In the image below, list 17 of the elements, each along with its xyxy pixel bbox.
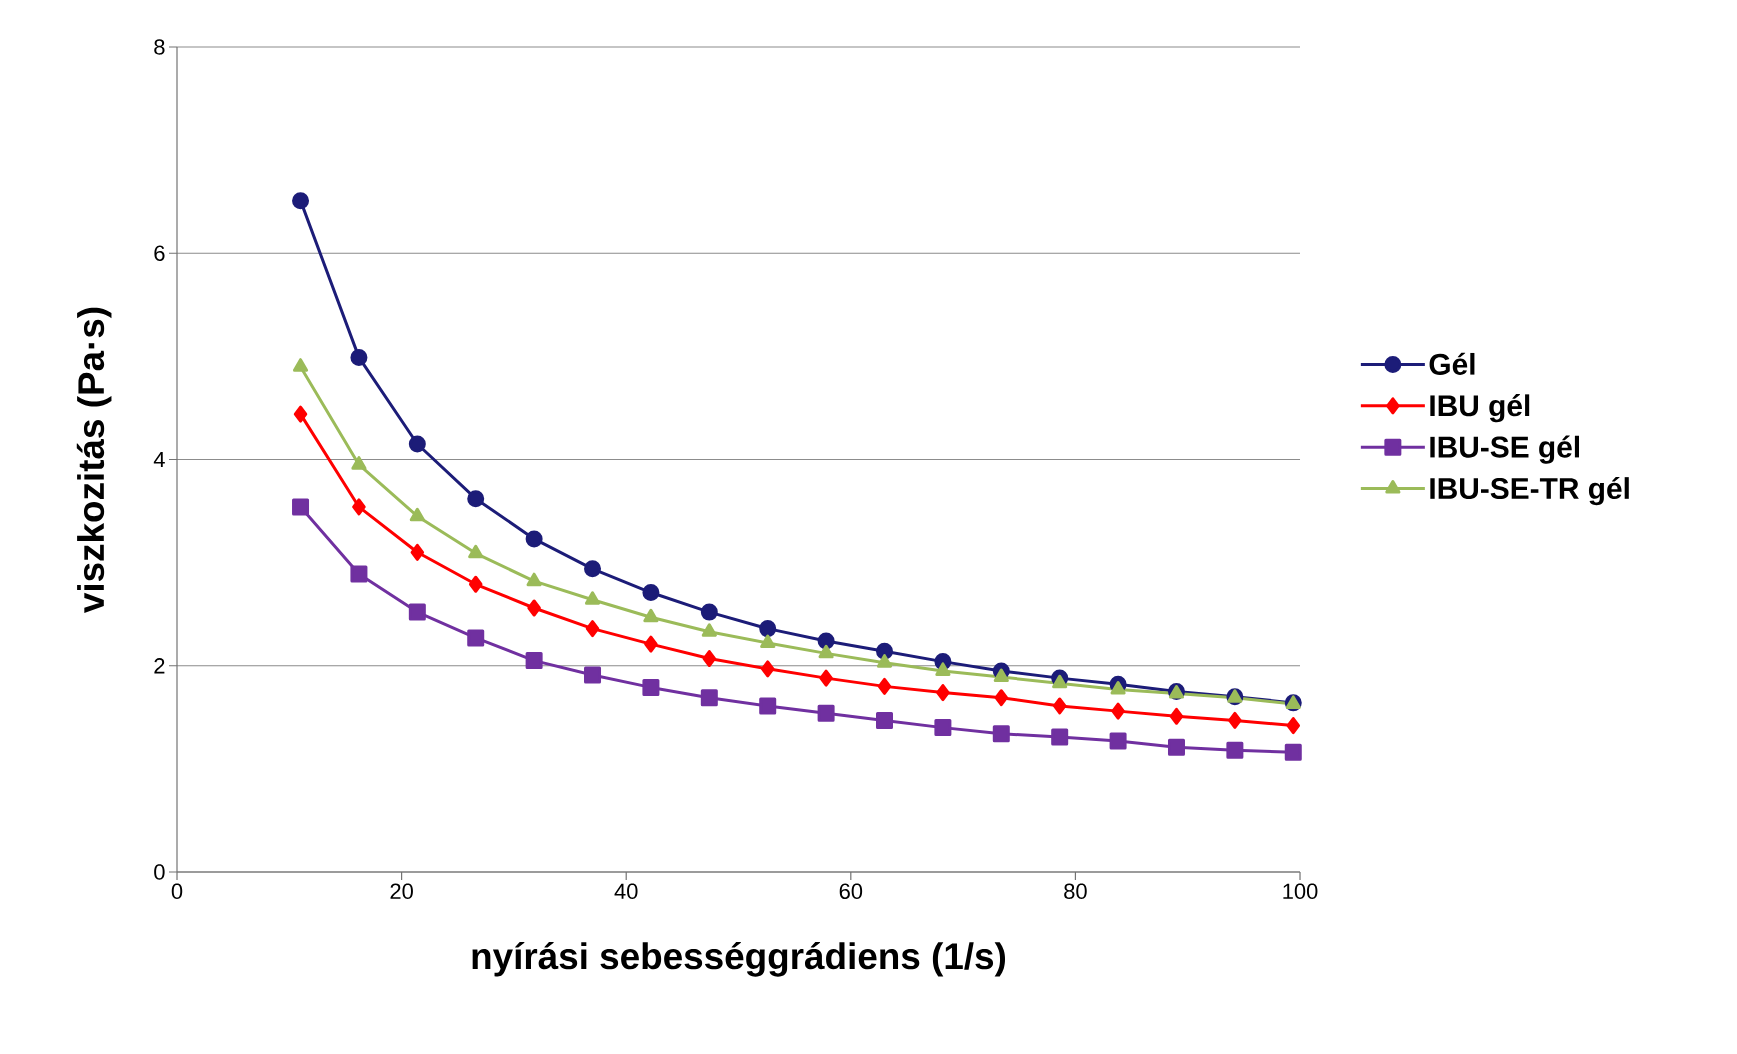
x-tick-label: 60 bbox=[839, 883, 863, 900]
y-tick-label: 6 bbox=[154, 245, 165, 261]
x-tick-label: 0 bbox=[171, 883, 183, 900]
legend-label: IBU-SE gél bbox=[1430, 435, 1579, 464]
y-tick-label: 2 bbox=[154, 658, 165, 674]
x-tick-label: 20 bbox=[390, 883, 413, 900]
y-tick-label: 4 bbox=[153, 451, 165, 468]
legend-label: Gél bbox=[1429, 352, 1475, 375]
x-axis-title: nyírási sebességgrádiens (1/s) bbox=[472, 941, 1006, 977]
legend-label: IBU gél bbox=[1430, 394, 1530, 423]
y-tick-label: 0 bbox=[154, 864, 165, 880]
legend-label: IBU-SE-TR gél bbox=[1430, 476, 1629, 506]
x-tick-label: 100 bbox=[1283, 883, 1318, 900]
y-tick-label: 8 bbox=[154, 39, 165, 55]
x-tick-label: 40 bbox=[614, 883, 638, 900]
y-axis-title: viszkozitás (Pa·s) bbox=[76, 307, 112, 613]
x-tick-label: 80 bbox=[1064, 883, 1087, 900]
